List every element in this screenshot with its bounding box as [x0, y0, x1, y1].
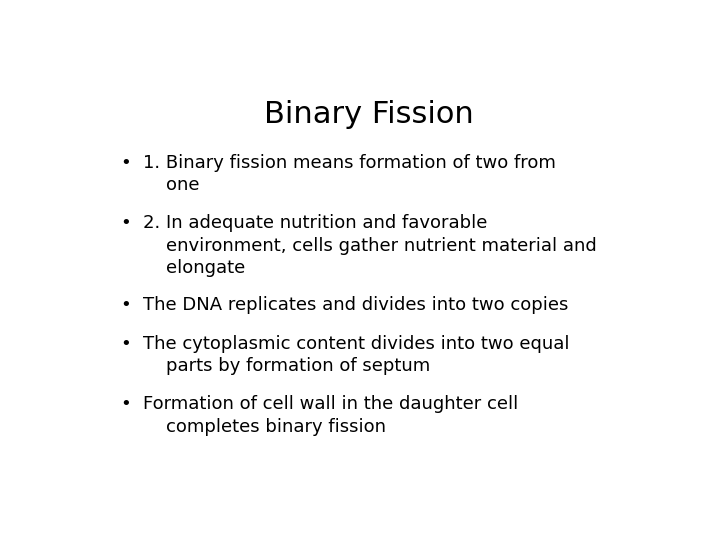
- Text: •: •: [121, 154, 132, 172]
- Text: 2. In adequate nutrition and favorable
    environment, cells gather nutrient ma: 2. In adequate nutrition and favorable e…: [143, 214, 597, 277]
- Text: The DNA replicates and divides into two copies: The DNA replicates and divides into two …: [143, 295, 568, 314]
- Text: Binary Fission: Binary Fission: [264, 100, 474, 129]
- Text: •: •: [121, 335, 132, 353]
- Text: •: •: [121, 295, 132, 314]
- Text: The cytoplasmic content divides into two equal
    parts by formation of septum: The cytoplasmic content divides into two…: [143, 335, 570, 375]
- Text: 1. Binary fission means formation of two from
    one: 1. Binary fission means formation of two…: [143, 154, 556, 194]
- Text: •: •: [121, 395, 132, 413]
- Text: Formation of cell wall in the daughter cell
    completes binary fission: Formation of cell wall in the daughter c…: [143, 395, 518, 436]
- Text: •: •: [121, 214, 132, 233]
